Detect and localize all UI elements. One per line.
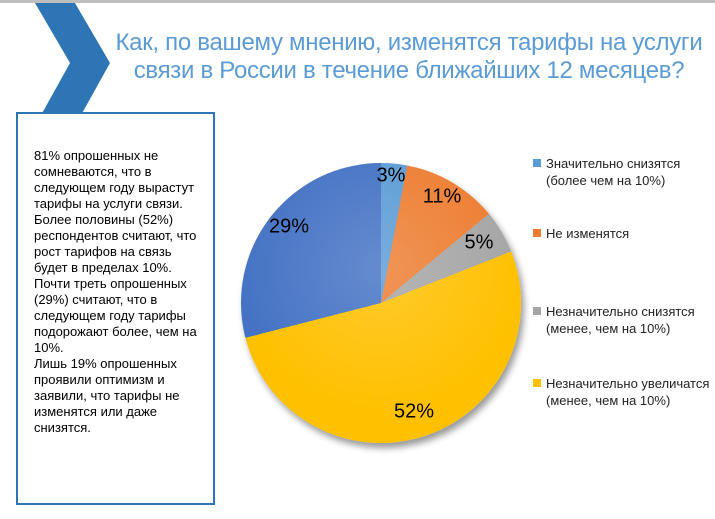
chevron-right-icon	[35, 3, 110, 126]
summary-box: 81% опрошенных не сомневаются, что в сле…	[16, 112, 215, 505]
legend-item: Незначительно увеличатся (менее, чем на …	[533, 375, 711, 409]
legend-swatch-icon	[533, 229, 541, 237]
chart-legend: Значительно снизятся (более чем на 10%) …	[533, 150, 711, 450]
summary-paragraph-1: 81% опрошенных не сомневаются, что в сле…	[34, 148, 195, 211]
legend-label: Незначительно снизятся (менее, чем на 10…	[546, 304, 695, 336]
pie-chart	[241, 163, 521, 443]
legend-label: Не изменятся	[546, 226, 630, 241]
legend-swatch-icon	[533, 379, 541, 387]
legend-label: Незначительно увеличатся (менее, чем на …	[546, 376, 710, 408]
summary-paragraph-4: Лишь 19% опрошенных проявили оптимизм и …	[34, 356, 180, 435]
pie-data-label: 29%	[268, 215, 310, 238]
slide-top-edge	[0, 0, 715, 3]
pie-data-label: 5%	[464, 231, 494, 254]
legend-label: Значительно снизятся (более чем на 10%)	[546, 156, 681, 188]
legend-item: Незначительно снизятся (менее, чем на 10…	[533, 303, 711, 337]
legend-swatch-icon	[533, 159, 541, 167]
pie-data-label: 3%	[376, 164, 406, 187]
summary-paragraph-2: Более половины (52%) респондентов считаю…	[34, 212, 197, 275]
slide-title-line-1: Как, по вашему мнению, изменятся тарифы …	[115, 29, 703, 56]
pie-data-label: 52%	[393, 400, 435, 423]
pie-chart-area	[241, 163, 521, 443]
slide-title: Как, по вашему мнению, изменятся тарифы …	[108, 29, 710, 85]
pie-data-label: 11%	[422, 185, 462, 208]
legend-swatch-icon	[533, 307, 541, 315]
slide-title-line-2: связи в России в течение ближайших 12 ме…	[133, 57, 685, 84]
summary-paragraph-3: Почти треть опрошенных (29%) считают, чт…	[34, 276, 197, 355]
legend-item: Не изменятся	[533, 225, 711, 242]
legend-item: Значительно снизятся (более чем на 10%)	[533, 155, 711, 189]
